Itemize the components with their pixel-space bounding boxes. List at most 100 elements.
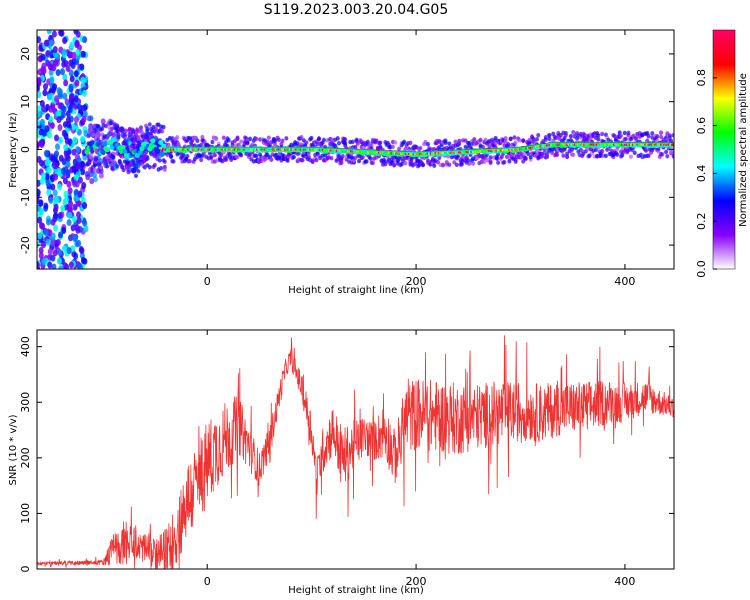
spectrogram-cell xyxy=(378,140,383,145)
spectrogram-cell xyxy=(93,156,98,162)
spectrogram-cell xyxy=(354,137,359,143)
spectrogram-cell xyxy=(454,162,459,167)
spectrogram-cell xyxy=(56,110,62,118)
spectrogram-cell xyxy=(73,95,79,103)
snr-ytick-label: 300 xyxy=(19,392,32,413)
spectrogram-cell xyxy=(152,163,157,168)
spectrogram-cell xyxy=(77,103,83,111)
spectrogram-cell xyxy=(393,140,398,145)
spectrogram-cell xyxy=(37,241,40,249)
spectrogram-cell xyxy=(418,145,423,151)
spectrogram-cell xyxy=(115,164,120,169)
spectrogram-cell xyxy=(131,128,136,134)
spectrogram-cell xyxy=(335,136,340,141)
spectrogram-cell xyxy=(357,158,362,164)
spectrogram-cell xyxy=(95,141,101,147)
spectrogram-cell xyxy=(80,76,86,84)
spectrogram-cell xyxy=(80,50,86,58)
spectrogram-cell xyxy=(403,160,408,166)
spectrogram-cell xyxy=(98,165,103,170)
spectrogram-cell xyxy=(57,102,63,110)
spectrogram-cell xyxy=(37,68,43,76)
spectrogram-cell xyxy=(300,157,305,163)
spectrogram-cell xyxy=(582,132,587,137)
spectrogram-cell xyxy=(58,265,64,269)
spectrogram-cell xyxy=(40,53,46,61)
spectrogram-cell xyxy=(136,168,141,174)
spectrogram-cell xyxy=(100,118,106,125)
spectrogram-cell xyxy=(185,153,190,159)
spectrogram-cell xyxy=(119,126,125,133)
spectrogram-cell xyxy=(41,257,47,265)
spectrogram-cell xyxy=(68,200,74,208)
spectrogram-cell xyxy=(59,30,65,37)
colorbar-gradient xyxy=(712,29,736,270)
spectrogram-cell xyxy=(68,83,74,91)
spectrogram-cell xyxy=(528,154,533,160)
spectrogram-cell xyxy=(43,83,49,91)
spectrogram-cell xyxy=(54,150,60,158)
spectrogram-cell xyxy=(57,211,63,219)
spectrogram-cell xyxy=(435,159,440,165)
spectrogram-cell xyxy=(37,142,40,150)
spectrogram-cell xyxy=(98,168,104,175)
spectrogram-cell xyxy=(44,173,50,181)
spectrogram-cell xyxy=(142,154,147,159)
spectrogram-cell xyxy=(600,131,605,137)
spectrogram-cell xyxy=(162,167,167,172)
spectrogram-cell xyxy=(360,155,365,160)
spectrogram-cell xyxy=(55,69,61,77)
spectrogram-cell xyxy=(239,139,244,144)
spectrogram-cell xyxy=(92,163,97,168)
spectrogram-cell xyxy=(71,215,77,223)
spectrogram-cell xyxy=(79,247,85,255)
spectrogram-cell xyxy=(565,151,570,156)
spectrogram-cell xyxy=(453,139,458,144)
spectrogram-cell xyxy=(239,152,244,158)
spectrogram-cell xyxy=(403,146,408,152)
spectrogram-cell xyxy=(48,115,54,123)
spectrogram-cell xyxy=(555,152,560,158)
spectrogram-cell xyxy=(126,170,131,175)
spectrogram-cell xyxy=(457,141,462,147)
spectrogram-cell xyxy=(62,73,68,81)
spectrogram-cell xyxy=(43,229,49,237)
spectrogram-cell xyxy=(51,30,57,38)
spectrogram-cell xyxy=(339,160,344,165)
spectrogram-cell xyxy=(54,134,60,142)
spectrogram-cell xyxy=(66,247,72,255)
spectrogram-cell xyxy=(37,179,41,187)
colorbar-tick-label: 0.0 xyxy=(695,260,708,278)
spectrogram-cell xyxy=(65,161,71,169)
colorbar-tick-label: 0.6 xyxy=(695,117,708,135)
spectrogram-cell xyxy=(105,164,110,169)
spectrogram-cell xyxy=(58,92,64,100)
colorbar-ticks: 0.0 0.2 0.4 0.6 0.8 xyxy=(695,69,717,278)
spectrogram-cell xyxy=(69,41,75,49)
spectrogram-cell xyxy=(370,160,375,166)
spectrogram-cell xyxy=(62,262,68,269)
spectrogram-cell xyxy=(66,121,72,129)
spectrogram-cell xyxy=(61,48,67,56)
spectrogram-cell xyxy=(265,152,270,157)
spectrogram-cell xyxy=(467,161,472,166)
spectrogram-cell xyxy=(123,128,128,133)
spectrogram-cell xyxy=(86,133,91,139)
spectrogram-cell xyxy=(587,153,592,158)
spectrogram-cell xyxy=(273,138,278,143)
spectrogram-ytick-label: -20 xyxy=(19,236,32,254)
spectrogram-cell xyxy=(54,196,60,204)
spectrogram-cell xyxy=(120,144,126,150)
spectrogram-ytick-label: 20 xyxy=(19,47,32,61)
spectrogram-cell xyxy=(628,154,633,159)
spectrogram-cell xyxy=(664,149,669,155)
spectrogram-cell xyxy=(235,136,240,142)
spectrogram-cell xyxy=(64,152,70,160)
spectrogram-cell xyxy=(545,154,550,160)
spectrogram-cell xyxy=(147,122,152,127)
spectrogram-cell xyxy=(488,159,493,164)
spectrogram-cell xyxy=(44,159,50,167)
spectrogram-cell xyxy=(74,161,80,169)
spectrogram-cell xyxy=(383,161,388,167)
snr-frame xyxy=(36,329,675,570)
